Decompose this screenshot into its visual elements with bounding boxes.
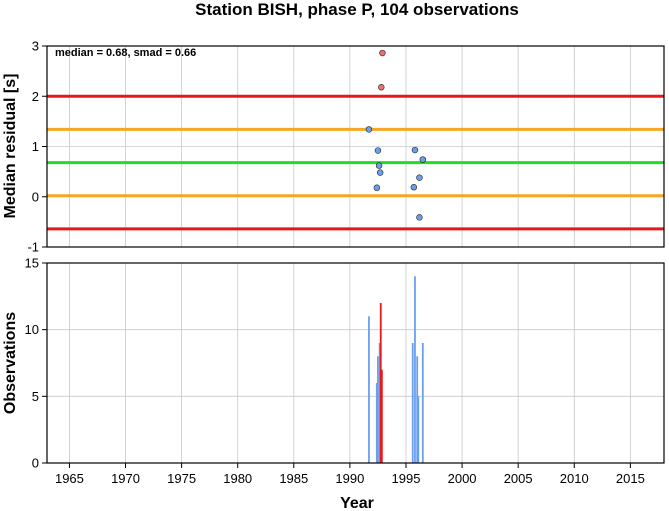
observations-y-tick-label: 0 xyxy=(32,456,39,471)
observations-ylabel: Observations xyxy=(2,312,19,414)
residual-y-tick-label: 0 xyxy=(32,189,39,204)
observations-y-tick-label: 15 xyxy=(25,256,39,271)
residual-point xyxy=(365,126,373,133)
chart-title: Station BISH, phase P, 104 observations xyxy=(195,0,519,19)
x-tick-label: 2010 xyxy=(560,471,589,486)
observation-bar xyxy=(368,316,370,463)
residual-ylabel: Median residual [s] xyxy=(2,74,19,219)
observation-bar xyxy=(416,356,419,463)
observations-panel: 0 5 10 15 1965 1970 1975 1980 1985 1990 1995 2000 2… xyxy=(2,256,665,511)
observation-bar xyxy=(421,343,424,463)
observations-panel-frame xyxy=(46,262,665,464)
residual-panel-frame xyxy=(46,45,665,248)
x-tick-label: 1970 xyxy=(111,471,140,486)
observation-bar xyxy=(375,383,378,463)
residual-point xyxy=(373,184,381,191)
x-tick-label: 2015 xyxy=(616,471,645,486)
residual-point xyxy=(411,146,419,154)
residual-point xyxy=(410,184,418,191)
observation-bar xyxy=(379,303,382,463)
residual-point xyxy=(374,147,382,154)
x-tick-label: 2000 xyxy=(448,471,477,486)
x-tick-label: 1990 xyxy=(335,471,364,486)
x-tick-label: 1985 xyxy=(279,471,308,486)
observation-bar xyxy=(411,343,414,463)
x-tick-label: 1965 xyxy=(55,471,84,486)
x-tick-label: 1980 xyxy=(223,471,252,486)
observations-y-tick-label: 10 xyxy=(25,322,39,337)
residual-y-tick-label: 2 xyxy=(32,89,39,104)
residual-point xyxy=(416,214,423,221)
observation-bar xyxy=(377,356,379,463)
residual-point xyxy=(419,156,427,163)
x-tick-label: 2005 xyxy=(504,471,533,486)
x-tick-label: 1975 xyxy=(167,471,196,486)
stats-annotation: median = 0.68, smad = 0.66 xyxy=(55,47,196,59)
residual-y-tick-label: 3 xyxy=(32,39,39,54)
observation-bar xyxy=(417,396,420,463)
residual-y-tick-label: -1 xyxy=(27,240,39,255)
residual-point xyxy=(416,174,423,181)
residual-y-tick-label: 1 xyxy=(32,139,39,154)
x-tick-label: 1995 xyxy=(392,471,421,486)
residual-point xyxy=(378,84,385,91)
observation-bar xyxy=(378,343,381,463)
observation-bar xyxy=(414,276,416,463)
residual-point xyxy=(375,162,383,169)
year-xlabel: Year xyxy=(340,495,374,511)
residual-panel: -1 0 1 2 3 median = 0.68, smad = 0.66 Median… xyxy=(2,39,665,255)
residual-point xyxy=(376,169,384,176)
observation-bar xyxy=(380,369,383,463)
observations-y-tick-label: 5 xyxy=(32,389,39,404)
residual-point xyxy=(379,49,386,57)
